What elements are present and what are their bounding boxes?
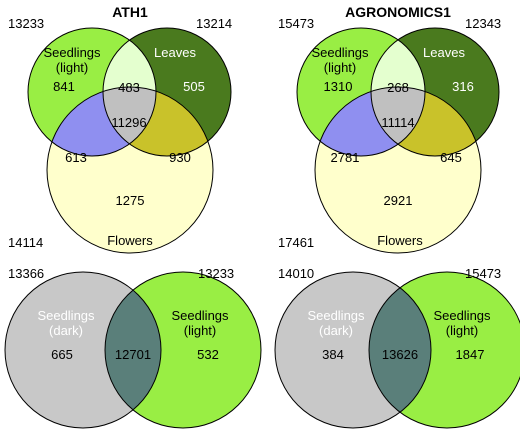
count-flowers-only: 2921: [384, 193, 413, 208]
count-leaves-only: 505: [183, 79, 205, 94]
label-light: (light): [446, 323, 479, 338]
count-all-three: 11296: [111, 115, 146, 130]
light-outline: [104, 271, 262, 429]
panel-title: AGRONOMICS1: [345, 4, 451, 20]
count-both: 13626: [382, 347, 418, 362]
label-leaves: Leaves: [154, 45, 196, 60]
count-seedlings-flowers: 2781: [331, 150, 360, 165]
total-light: 15473: [465, 266, 501, 281]
leaves-flowers-overlap: [103, 87, 213, 156]
label-leaves: Leaves: [423, 45, 465, 60]
label-seedlings: Seedlings: [43, 45, 101, 60]
count-seedlings-leaves: 268: [387, 80, 409, 95]
leaves-flowers-overlap: [371, 87, 481, 156]
seedlings-flowers-overlap: [315, 87, 425, 156]
label-seedlings-dark: Seedlings: [37, 308, 95, 323]
total-dark: 13366: [8, 266, 44, 281]
label-flowers: Flowers: [107, 233, 153, 248]
total-flowers: 17461: [278, 235, 314, 250]
label-light: (light): [184, 323, 217, 338]
label-flowers: Flowers: [377, 233, 423, 248]
dark-outline: [4, 271, 162, 429]
count-all-three: 11114: [381, 115, 414, 130]
venn-dark-light-agronomics1: 14010 15473 Seedlings (dark) Seedlings (…: [274, 266, 520, 429]
flowers-outline: [314, 86, 482, 254]
dark-outline: [274, 271, 432, 429]
count-seedlings-flowers: 613: [65, 150, 87, 165]
count-seedlings-leaves: 483: [118, 80, 140, 95]
count-seedlings-only: 841: [53, 79, 75, 94]
count-leaves-only: 316: [452, 79, 474, 94]
count-light-only: 532: [197, 347, 219, 362]
label-light: (light): [56, 60, 89, 75]
count-both: 12701: [115, 347, 151, 362]
total-light: 13233: [198, 266, 234, 281]
total-flowers: 14114: [8, 235, 43, 250]
count-flowers-only: 1275: [116, 193, 145, 208]
count-dark-only: 665: [51, 347, 73, 362]
seedlings-flowers-overlap: [47, 87, 156, 156]
panel-title: ATH1: [112, 4, 148, 20]
light-outline: [368, 271, 520, 429]
total-leaves: 13214: [196, 16, 232, 31]
label-light: (light): [324, 60, 357, 75]
count-leaves-flowers: 930: [169, 150, 191, 165]
count-light-only: 1847: [456, 347, 485, 362]
seedlings-outline: [27, 27, 157, 157]
label-seedlings-dark: Seedlings: [307, 308, 365, 323]
count-seedlings-only: 1310: [324, 79, 353, 94]
count-dark-only: 384: [322, 347, 344, 362]
dark-light-overlap: [105, 272, 161, 428]
label-dark: (dark): [319, 323, 353, 338]
label-dark: (dark): [49, 323, 83, 338]
total-seedlings: 15473: [278, 16, 314, 31]
label-seedlings-light: Seedlings: [171, 308, 229, 323]
label-seedlings-light: Seedlings: [433, 308, 491, 323]
venn-dark-light-ath1: 13366 13233 Seedlings (dark) Seedlings (…: [4, 266, 262, 429]
count-leaves-flowers: 645: [440, 150, 462, 165]
total-seedlings: 13233: [8, 16, 44, 31]
total-dark: 14010: [278, 266, 314, 281]
dark-light-overlap: [369, 272, 431, 428]
venn-ath1: ATH1 13233 13214 14114 Seedlings (light)…: [8, 4, 232, 254]
venn-agronomics1: AGRONOMICS1 15473 12343 17461 Seedlings …: [278, 4, 501, 254]
total-leaves: 12343: [465, 16, 501, 31]
label-seedlings: Seedlings: [311, 45, 369, 60]
flowers-outline: [46, 86, 214, 254]
